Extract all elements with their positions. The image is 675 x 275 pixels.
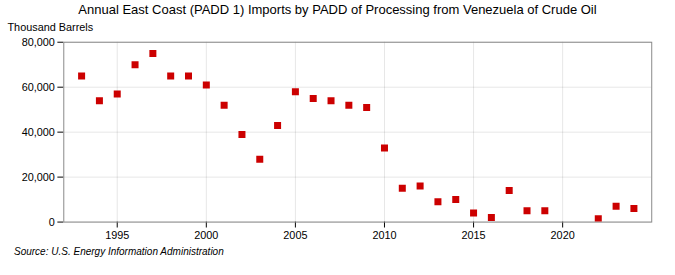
svg-text:2005: 2005 [283,229,307,241]
svg-text:40,000: 40,000 [22,126,55,138]
svg-text:2000: 2000 [194,229,218,241]
svg-text:2015: 2015 [461,229,485,241]
svg-text:60,000: 60,000 [22,81,55,93]
svg-text:0: 0 [49,216,55,228]
svg-text:80,000: 80,000 [22,36,55,48]
svg-text:2010: 2010 [372,229,396,241]
svg-text:1995: 1995 [105,229,129,241]
html-text:Source: U.S. Energy Informatio: Source: U.S. Energy Information Administ… [14,246,224,258]
svg-text:Thousand Barrels: Thousand Barrels [7,21,93,33]
svg-text:20,000: 20,000 [22,171,55,183]
html-text:Annual East Coast (PADD 1) Imp: Annual East Coast (PADD 1) Imports by PA… [78,2,597,17]
svg-text:2020: 2020 [551,229,575,241]
